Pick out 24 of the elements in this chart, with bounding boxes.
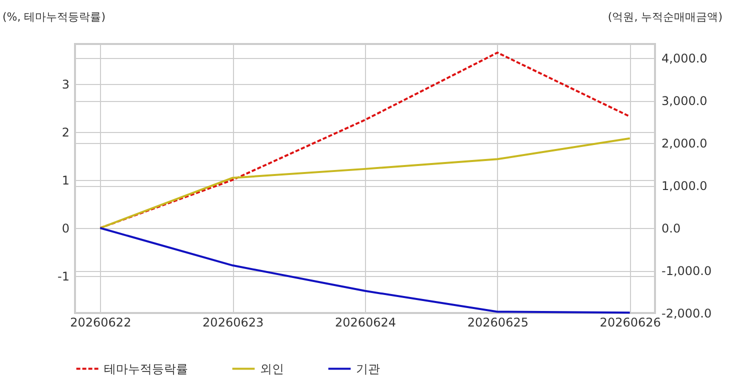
y2-tick-label: 1,000.0 xyxy=(662,179,708,194)
x-tick-label: 20260625 xyxy=(467,316,528,330)
line-series xyxy=(99,137,631,230)
y2-axis-title: (억원, 누적순매매금액) xyxy=(608,10,722,24)
y2-tick-label: -2,000.0 xyxy=(662,306,712,320)
legend-label: 테마누적등락률 xyxy=(104,362,188,376)
line-series xyxy=(99,227,631,314)
y2-tick-label: -1,000.0 xyxy=(662,264,712,278)
y-tick-label: -1 xyxy=(58,270,70,284)
y2-tick-label: 2,000.0 xyxy=(662,136,708,151)
legend-label: 외인 xyxy=(260,362,284,376)
y2-tick-label: 0.0 xyxy=(662,222,681,236)
y-tick-label: 3 xyxy=(62,77,70,92)
y-tick-label: 2 xyxy=(62,125,70,140)
y-axis-title: (%, 테마누적등락률) xyxy=(2,10,106,24)
legend-label: 기관 xyxy=(356,362,380,376)
y2-tick-label: 4,000.0 xyxy=(662,52,708,66)
y-tick-label: 0 xyxy=(62,221,70,236)
x-tick-label: 20260622 xyxy=(70,316,132,330)
x-tick-label: 20260623 xyxy=(202,316,264,330)
y-tick-label: 1 xyxy=(62,173,70,188)
x-tick-label: 20260624 xyxy=(334,316,396,330)
x-tick-label: 20260626 xyxy=(600,316,661,330)
y2-tick-label: 3,000.0 xyxy=(662,94,708,108)
